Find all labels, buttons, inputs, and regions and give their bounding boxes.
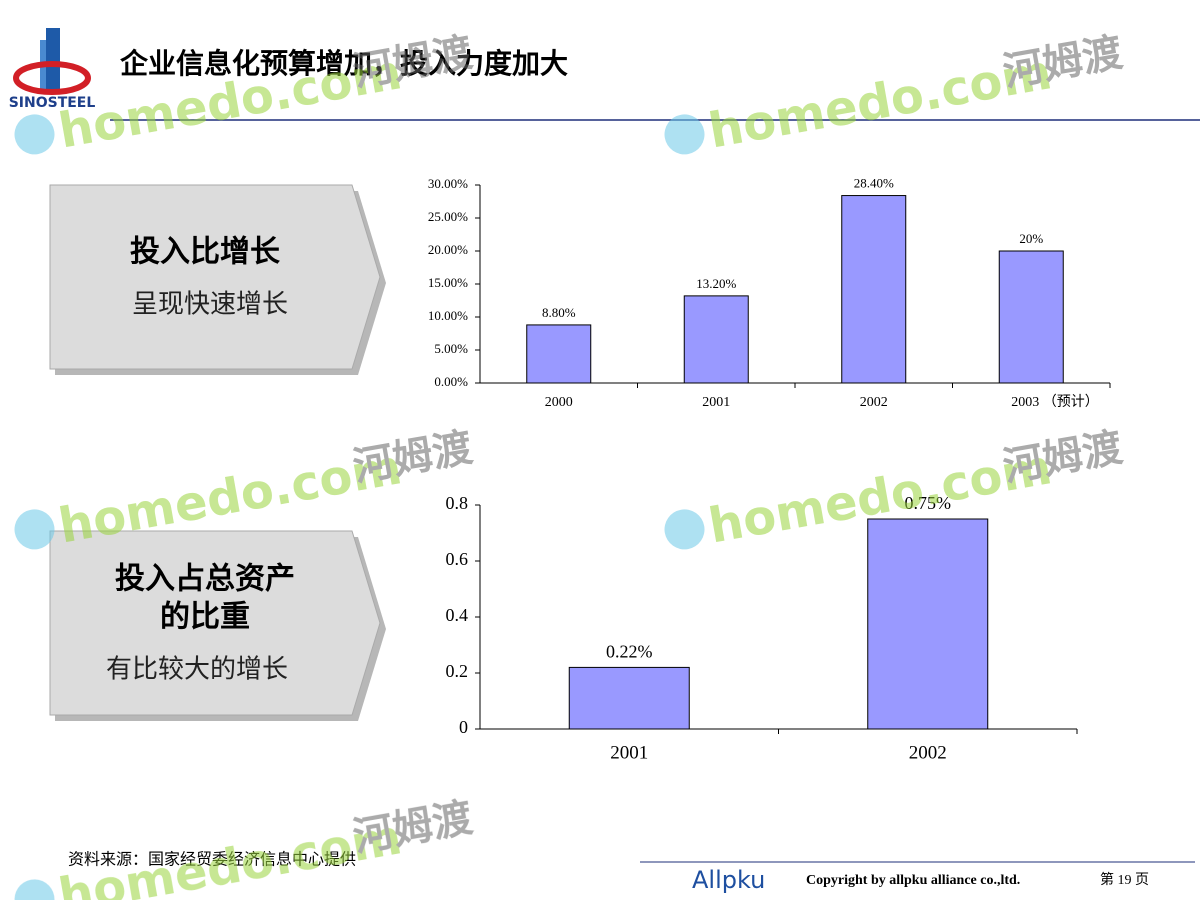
source-note: 资料来源：国家经贸委经济信息中心提供 xyxy=(68,850,356,869)
data-label: 0.22% xyxy=(606,642,653,662)
logo-text: SINOSTEEL xyxy=(9,95,96,111)
panel-heading: 投入占总资产 xyxy=(115,562,295,597)
panel-text: 呈现快速增长 xyxy=(132,290,288,320)
data-label: 20% xyxy=(1019,231,1043,246)
bar xyxy=(867,518,989,730)
x-tick-label: 2000 xyxy=(545,395,573,410)
bar xyxy=(568,666,690,730)
data-label: 13.20% xyxy=(696,276,736,291)
x-tick-label: 2002 xyxy=(909,742,947,763)
y-tick-label: 30.00% xyxy=(428,176,468,191)
panel xyxy=(49,530,386,721)
data-label: 8.80% xyxy=(542,305,576,320)
watermark-flower xyxy=(14,114,55,155)
bar xyxy=(526,324,592,384)
footer-logo: Allpku xyxy=(692,866,765,894)
y-tick-label: 0.2 xyxy=(446,661,469,681)
y-tick-label: 0.00% xyxy=(434,374,468,389)
watermark-flower xyxy=(664,114,705,155)
watermark-flower xyxy=(14,509,55,550)
panel xyxy=(49,184,386,375)
slide-title: 企业信息化预算增加，投入力度加大 xyxy=(120,47,568,80)
panel-heading: 的比重 xyxy=(160,600,250,635)
charts: 0.00% 5.00% 10.00% 15.00% 20.00% 25.00% 30.00%… xyxy=(428,176,1111,763)
y-tick-label: 0.4 xyxy=(446,605,469,625)
bar xyxy=(998,250,1064,384)
copyright: Copyright by allpku alliance co.,ltd. xyxy=(806,873,1020,888)
y-tick-label: 5.00% xyxy=(434,341,468,356)
watermark-flower xyxy=(14,879,55,900)
x-tick-label: 2001 xyxy=(610,742,648,763)
bar xyxy=(683,295,749,384)
y-tick-label: 10.00% xyxy=(428,308,468,323)
panel-text: 有比较大的增长 xyxy=(106,655,288,685)
panel-heading: 投入比增长 xyxy=(130,235,280,270)
y-tick-label: 0.8 xyxy=(446,493,469,513)
data-label: 28.40% xyxy=(854,176,894,191)
data-label: 0.75% xyxy=(905,493,952,513)
y-tick-label: 0 xyxy=(459,717,468,737)
bar xyxy=(841,195,907,384)
logo xyxy=(13,28,91,95)
x-tick-label: 2002 xyxy=(860,395,888,410)
y-tick-label: 25.00% xyxy=(428,209,468,224)
y-tick-label: 15.00% xyxy=(428,275,468,290)
x-tick-label: 2001 xyxy=(702,395,730,410)
x-tick-label: 2003 （预计） xyxy=(1011,394,1099,410)
watermark-flower xyxy=(664,509,705,550)
y-tick-label: 0.6 xyxy=(446,549,469,569)
y-tick-label: 20.00% xyxy=(428,242,468,257)
page-number: 第 19 页 xyxy=(1100,871,1149,888)
